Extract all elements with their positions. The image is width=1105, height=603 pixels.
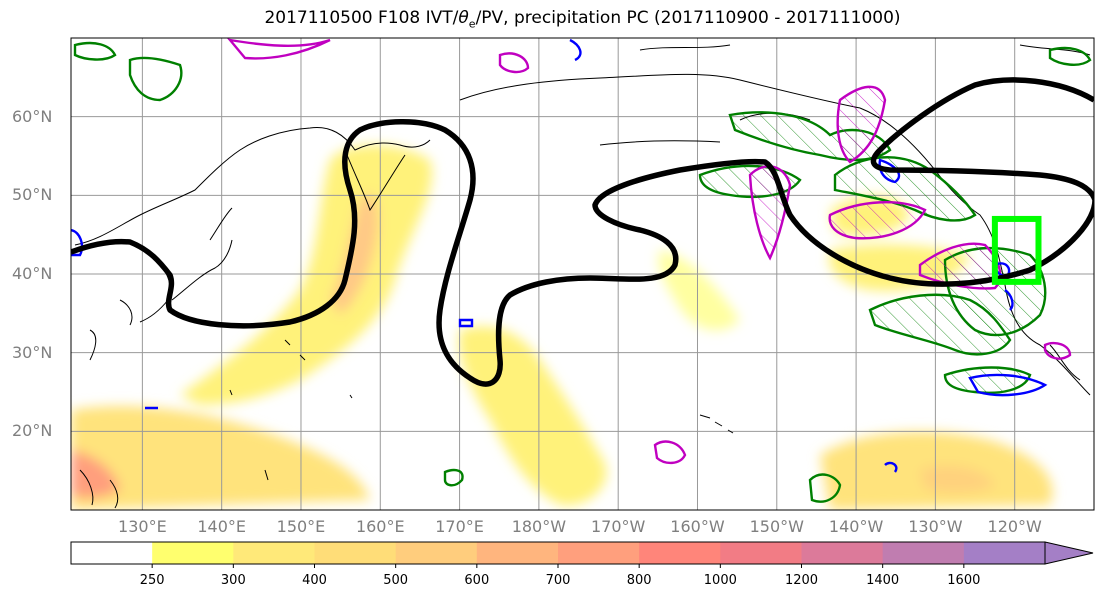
theta-area-bc xyxy=(828,201,927,240)
ivt-plume-hawaii xyxy=(658,250,740,331)
blue-contour-baja xyxy=(968,373,1048,397)
colorbar-cell xyxy=(71,542,153,564)
highlight-box xyxy=(991,215,1042,285)
lon-label: 150°E xyxy=(276,517,326,536)
colorbar-tick-label: 300 xyxy=(220,573,246,588)
lon-label: 130°W xyxy=(908,517,963,536)
precip-area-bc xyxy=(833,156,977,222)
theta-area-gulf xyxy=(836,85,887,164)
coast-philippines xyxy=(79,469,119,509)
colorbar-cell xyxy=(558,542,640,564)
precip-area-siberia xyxy=(73,41,117,61)
ivt-plume-central-pacific xyxy=(459,326,607,506)
colorbar-tick-label: 600 xyxy=(464,573,490,588)
colorbar-tick-label: 250 xyxy=(139,573,165,588)
ivt-plume-east-tropics-core xyxy=(920,465,995,493)
colorbar-extend-arrow xyxy=(1044,541,1094,565)
precip-area-east-tropics xyxy=(808,473,842,503)
blue-contour-tropics xyxy=(884,461,898,473)
precip-area-tropics-small xyxy=(443,468,464,487)
colorbar-cell xyxy=(963,542,1046,564)
coast-japan xyxy=(171,207,233,301)
blue-contour-japan xyxy=(71,228,84,257)
ivt-plume-tropical-west xyxy=(71,406,370,510)
blue-contour-arctic xyxy=(569,38,582,62)
colorbar-tick-label: 500 xyxy=(383,573,409,588)
coast-islands xyxy=(229,339,353,481)
lon-label: 170°E xyxy=(435,517,484,536)
lon-label: 140°W xyxy=(828,517,884,536)
colorbar-tick-label: 1400 xyxy=(866,573,900,588)
colorbar-cell xyxy=(314,542,397,564)
theta-area-tropics xyxy=(653,440,687,465)
colorbar-cell xyxy=(152,542,234,564)
colorbar-frame xyxy=(70,541,1046,565)
coast-kamchatka xyxy=(344,149,406,212)
lon-label: 170°W xyxy=(590,517,646,536)
colorbar-tick-label: 800 xyxy=(626,573,652,588)
lon-label: 180°W xyxy=(511,517,567,536)
colorbar-cell xyxy=(720,542,802,564)
colorbar-cell xyxy=(639,542,721,564)
lat-label: 30°N xyxy=(12,342,53,362)
colorbar-cell xyxy=(395,542,478,564)
precip-area-baja xyxy=(943,366,1032,394)
colorbar-cell xyxy=(801,542,884,564)
lon-label: 120°W xyxy=(987,517,1042,536)
theta-area-aleutians xyxy=(498,52,530,74)
lon-label: 130°E xyxy=(118,517,167,536)
pos-contours xyxy=(71,38,1048,473)
colorbar-tick-label: 1600 xyxy=(947,573,981,588)
colorbar-tick-label: 400 xyxy=(302,573,327,588)
lat-label: 20°N xyxy=(12,421,53,441)
map-frame xyxy=(70,37,1095,511)
map-title: 2017110500 F108 IVT/θe/PV, precipitation… xyxy=(264,8,901,31)
coast-mexico xyxy=(1049,344,1081,381)
colorbar-cell xyxy=(882,542,965,564)
lon-label: 160°W xyxy=(670,517,725,536)
ivt-plume-tropical-west-core xyxy=(71,450,120,499)
coast-hawaii xyxy=(699,414,734,434)
lat-label: 50°N xyxy=(12,185,53,205)
colorbar-tick-label: 700 xyxy=(545,573,571,588)
colorbar-tick-label: 1200 xyxy=(784,573,819,588)
colorbar-cell xyxy=(476,542,559,564)
lat-label: 40°N xyxy=(12,264,53,283)
lon-label: 160°E xyxy=(355,517,405,536)
colorbar-cell xyxy=(233,542,315,564)
colorbar-tick-label: 1000 xyxy=(703,573,737,588)
theta-area-bering xyxy=(227,38,331,60)
pv-contour xyxy=(71,77,1094,387)
lat-label: 60°N xyxy=(12,106,53,126)
ivt-map xyxy=(70,37,1095,511)
theta-area-mexico xyxy=(1043,341,1072,360)
blue-contour-small xyxy=(145,318,474,410)
lon-label: 150°W xyxy=(749,517,804,536)
precip-area-canada-north xyxy=(1048,46,1092,66)
precip-area-kamchatka-north xyxy=(128,56,183,102)
lon-label: 140°E xyxy=(197,517,246,536)
